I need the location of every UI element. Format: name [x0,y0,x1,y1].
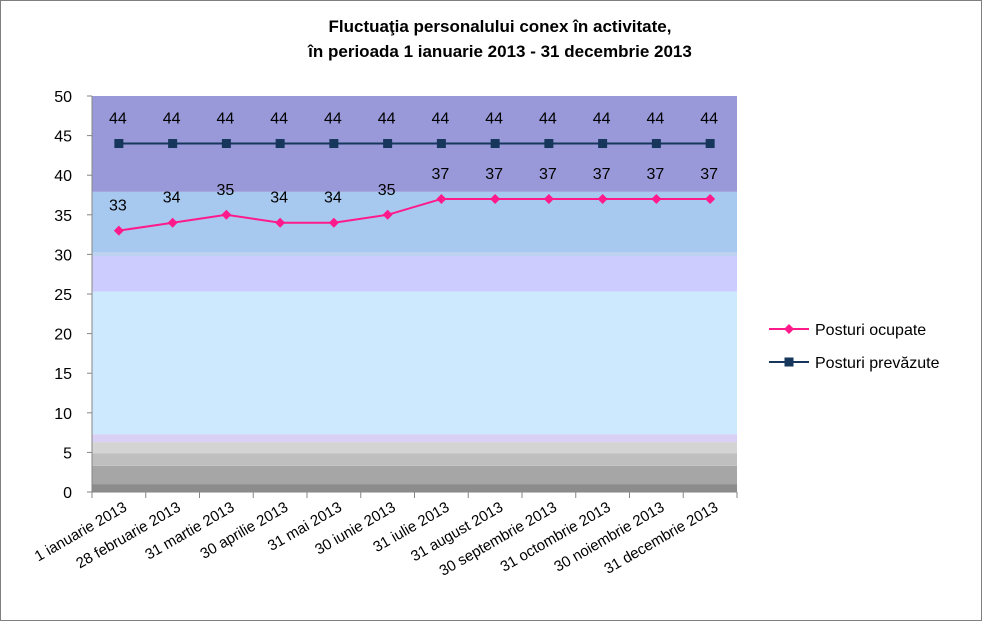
plot-band [92,291,737,435]
y-tick-label: 25 [54,287,72,304]
data-label: 34 [163,190,181,207]
data-point [436,139,446,149]
plot-band [92,255,737,292]
plot-band [92,453,737,466]
y-tick-label: 10 [54,406,72,423]
y-tick-label: 20 [54,327,72,344]
data-point [490,139,500,149]
data-point [651,193,662,204]
data-label: 44 [593,111,611,128]
data-label: 44 [324,111,342,128]
series-line [118,197,711,232]
data-label: 44 [270,111,288,128]
data-point [543,193,554,204]
y-tick-label: 35 [54,208,72,225]
chart-title: Fluctuaţia personalului conex în activit… [140,14,860,64]
legend-marker [784,324,794,334]
data-label: 37 [539,166,557,183]
data-point [651,139,661,149]
y-tick-label: 5 [63,445,72,462]
data-point [382,209,393,220]
data-label: 44 [163,111,181,128]
data-point [329,139,339,149]
data-point [275,139,285,149]
data-point [113,225,124,236]
legend-label: Posturi prevăzute [815,355,940,372]
data-point [328,217,339,228]
y-tick-label: 30 [54,247,72,264]
data-label: 44 [700,111,718,128]
data-point [168,139,178,149]
data-point [705,139,715,149]
plot-band [92,465,737,485]
data-point [114,139,124,149]
data-point [167,217,178,228]
data-label: 44 [431,111,449,128]
data-point [221,139,231,149]
data-point [597,193,608,204]
data-label: 37 [593,166,611,183]
data-point [221,209,232,220]
data-label: 44 [378,111,396,128]
data-label: 44 [539,111,557,128]
data-label: 44 [216,111,234,128]
y-tick-label: 0 [63,485,72,502]
data-label: 37 [646,166,664,183]
data-label: 34 [270,190,288,207]
data-point [490,193,501,204]
data-label: 44 [646,111,664,128]
data-label: 37 [700,166,718,183]
data-label: 37 [485,166,503,183]
plot-band [92,442,737,454]
y-tick-label: 15 [54,366,72,383]
data-label: 35 [378,182,396,199]
data-point [544,139,554,149]
data-label: 33 [109,198,127,215]
plot-band [92,191,737,253]
data-point [598,139,608,149]
plot-band [92,252,737,256]
legend-label: Posturi ocupate [815,322,926,339]
y-tick-label: 40 [54,168,72,185]
y-tick-label: 50 [54,89,72,106]
legend-marker [784,357,794,367]
data-point [436,193,447,204]
data-label: 44 [109,111,127,128]
data-label: 44 [485,111,503,128]
data-label: 35 [216,182,234,199]
y-tick-label: 45 [54,129,72,146]
chart-title-line-2: în perioada 1 ianuarie 2013 - 31 decembr… [308,42,692,61]
data-label: 37 [431,166,449,183]
data-label: 34 [324,190,342,207]
chart-title-line-1: Fluctuaţia personalului conex în activit… [328,17,672,36]
data-point [275,217,286,228]
plot-band [92,484,737,492]
data-point [705,193,716,204]
plot-band [92,434,737,443]
data-point [383,139,393,149]
